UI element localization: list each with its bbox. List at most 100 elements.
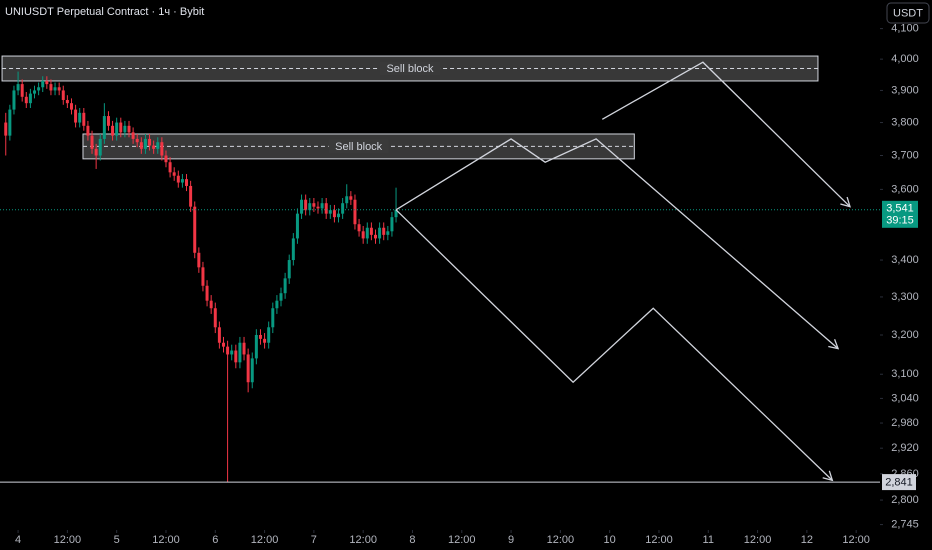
candle-body [258, 334, 262, 339]
x-tick-label: 8 [409, 534, 415, 546]
x-tick-label: 12:00 [645, 534, 673, 546]
candle-body [12, 90, 16, 110]
candle-body [61, 90, 65, 100]
candle-body [324, 203, 328, 214]
candle-body [37, 87, 41, 91]
level-label-bg [882, 474, 916, 491]
candle-body [234, 350, 238, 363]
zone-label-bg [380, 61, 441, 76]
candle-body [320, 203, 324, 209]
axes: 4,100 4,000 3,900 3,800 3,700 3,600 3,400 3,300… [15, 23, 919, 546]
y-tick-label: 3,100 [891, 368, 919, 380]
candle-body [226, 346, 230, 355]
level-label: 2,841 [885, 476, 913, 488]
y-tick-label: 3,700 [891, 149, 919, 161]
y-tick-label: 2,745 [891, 518, 919, 530]
projection-path [395, 138, 839, 350]
candle-body [304, 199, 308, 211]
currency-button[interactable] [886, 2, 930, 24]
x-tick-label: 10 [604, 534, 616, 546]
candle-body [49, 84, 53, 91]
y-tick-label: 2,980 [891, 417, 919, 429]
candle-body [74, 109, 78, 123]
x-tick-label: 12:00 [152, 534, 180, 546]
candle-body [41, 80, 45, 88]
candle-body [230, 350, 234, 355]
candle-body [106, 116, 110, 126]
candle-body [98, 138, 102, 156]
candle-body [201, 267, 205, 286]
y-tick-label: 4,100 [891, 23, 919, 35]
x-tick-label: 12:00 [448, 534, 476, 546]
candle-body [69, 103, 73, 110]
candle-body [172, 172, 176, 176]
candle-body [316, 206, 320, 209]
candle-body [373, 234, 377, 239]
candle-body [221, 342, 225, 347]
y-tick-label: 3,800 [891, 116, 919, 128]
candle-body [357, 224, 361, 232]
candle-body [271, 308, 275, 328]
candle-body [328, 210, 332, 214]
candle-body [131, 132, 135, 139]
zone-label-bg [328, 139, 389, 154]
candle-body [33, 90, 37, 94]
projection-arrowhead [822, 470, 834, 482]
candle-body [378, 227, 382, 239]
zone-label: Sell block [386, 63, 434, 75]
candle-body [238, 342, 242, 363]
x-tick-label: 12:00 [842, 534, 870, 546]
y-tick-label: 2,920 [891, 442, 919, 454]
candle-body [28, 93, 32, 104]
zones: Sell block Sell block [1, 55, 819, 160]
x-tick-label: 12:00 [744, 534, 772, 546]
x-tick-label: 12:00 [54, 534, 82, 546]
candle-body [189, 185, 193, 207]
candle-body [337, 213, 341, 218]
candle-body [295, 213, 299, 239]
y-tick-label: 3,900 [891, 84, 919, 96]
candle-body [365, 227, 369, 239]
candle-body [164, 155, 168, 163]
candle-body [291, 238, 295, 261]
y-tick-label: 3,040 [891, 392, 919, 404]
candle-body [254, 334, 258, 359]
currency-label[interactable]: USDT [893, 7, 923, 19]
candle-body [287, 260, 291, 279]
candle-body [135, 138, 139, 143]
x-tick-label: 6 [212, 534, 218, 546]
projection-path [601, 61, 851, 208]
candle-body [185, 179, 189, 186]
candle-body [53, 87, 57, 91]
candle-body [267, 327, 271, 343]
drawings [0, 61, 880, 483]
x-tick-label: 5 [114, 534, 120, 546]
candle-body [341, 203, 345, 214]
candle-body [263, 338, 267, 343]
zone-label: Sell block [335, 141, 383, 153]
y-tick-label: 2,800 [891, 494, 919, 506]
candle-body [369, 227, 373, 235]
candle-body [127, 125, 131, 133]
candle-body [160, 142, 164, 156]
candle-body [123, 125, 127, 133]
candle-body [45, 80, 49, 85]
candle-body [119, 122, 123, 133]
candle-body [283, 278, 287, 294]
candle-body [143, 138, 147, 149]
y-tick-label: 3,600 [891, 183, 919, 195]
candle-body [152, 145, 156, 149]
y-tick-label: 3,200 [891, 329, 919, 341]
candle-body [353, 199, 357, 225]
x-tick-label: 4 [15, 534, 21, 546]
countdown-label: 39:15 [886, 215, 914, 227]
y-tick-label: 3,400 [891, 254, 919, 266]
candle-body [16, 84, 20, 91]
projection-path [395, 209, 833, 481]
candle-body [180, 179, 184, 183]
candle-body [394, 209, 398, 218]
candle-body [312, 203, 316, 207]
candle-body [213, 308, 217, 328]
